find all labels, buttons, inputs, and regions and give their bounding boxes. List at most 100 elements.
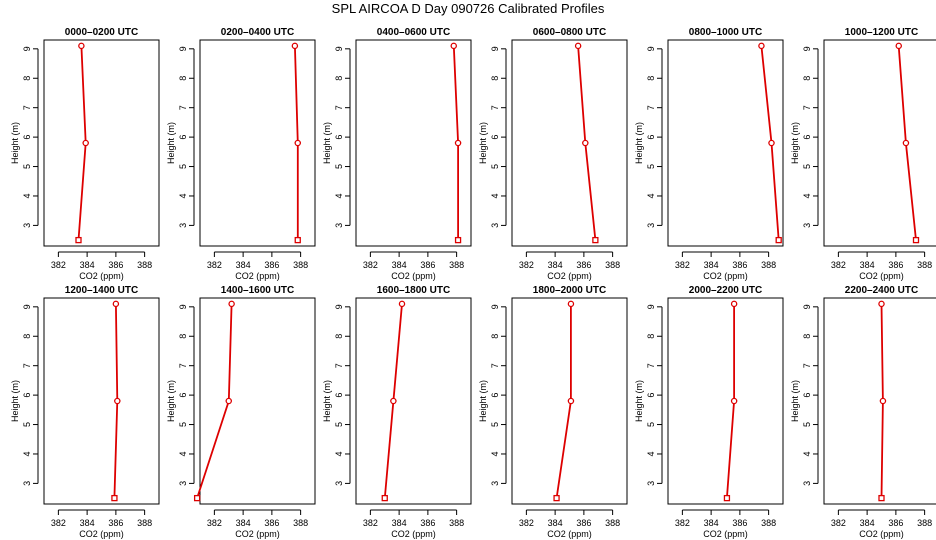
y-tick-label: 7: [646, 105, 656, 110]
y-axis: 3 4 5 6 7 8 9 Height (m): [790, 46, 819, 228]
y-tick-label: 9: [490, 46, 500, 51]
x-axis: 382 384 386 388 CO2 (ppm): [519, 251, 620, 281]
profile-point: [879, 397, 887, 405]
x-tick-label: 382: [51, 260, 66, 270]
x-tick-label: 386: [108, 260, 123, 270]
y-tick-label: 8: [490, 76, 500, 81]
y-tick-label: 7: [334, 363, 344, 368]
y-axis: 3 4 5 6 7 8 9 Height (m): [790, 304, 819, 486]
y-tick-label: 9: [334, 46, 344, 51]
y-tick-label: 4: [22, 193, 32, 198]
profile-point: [75, 236, 82, 244]
x-tick-label: 386: [576, 260, 591, 270]
panel-5: 0800–1000 UTC 382 384 386 388 CO2 (ppm) 3 4 5 6 7 8…: [634, 27, 784, 281]
panel-3: 0400–0600 UTC 382 384 386 388 CO2 (ppm) 3 4 5 6 7 8…: [322, 27, 472, 281]
profile-point: [878, 494, 885, 502]
x-axis-label: CO2 (ppm): [859, 529, 904, 539]
x-tick-label: 384: [548, 260, 563, 270]
x-tick-label: 382: [519, 518, 534, 528]
plot-frame: [199, 297, 316, 505]
y-tick-label: 9: [646, 304, 656, 309]
y-tick-label: 5: [22, 164, 32, 169]
y-tick-label: 8: [646, 76, 656, 81]
panel-title: 0400–0600 UTC: [377, 27, 450, 38]
y-tick-label: 4: [802, 193, 812, 198]
profile-point: [895, 42, 903, 50]
x-tick-label: 384: [704, 518, 719, 528]
y-tick-label: 3: [22, 223, 32, 228]
y-tick-label: 7: [178, 105, 188, 110]
y-tick-label: 6: [178, 393, 188, 398]
x-tick-label: 382: [519, 260, 534, 270]
x-tick-label: 382: [51, 518, 66, 528]
profile-point: [398, 300, 406, 308]
x-axis-label: CO2 (ppm): [547, 271, 592, 281]
x-tick-label: 388: [137, 260, 152, 270]
profile-point: [225, 397, 232, 405]
profile-point: [912, 236, 920, 244]
y-axis-label: Height (m): [322, 380, 332, 422]
profile-point: [878, 300, 885, 308]
x-axis: 382 384 386 388 CO2 (ppm): [207, 509, 308, 539]
y-axis-label: Height (m): [478, 122, 488, 164]
y-tick-label: 6: [22, 393, 32, 398]
profile-point: [902, 139, 910, 147]
profile-point: [730, 397, 738, 405]
profile-point: [291, 42, 299, 50]
profile-point: [294, 139, 301, 147]
y-axis: 3 4 5 6 7 8 9 Height (m): [478, 46, 507, 228]
y-tick-label: 7: [334, 105, 344, 110]
y-tick-label: 5: [22, 422, 32, 427]
x-tick-label: 384: [860, 260, 875, 270]
y-tick-label: 7: [490, 363, 500, 368]
y-tick-label: 5: [646, 164, 656, 169]
x-tick-label: 388: [449, 260, 464, 270]
y-tick-label: 7: [178, 363, 188, 368]
profile-point: [381, 494, 388, 502]
y-tick-label: 8: [646, 334, 656, 339]
y-tick-label: 9: [802, 46, 812, 51]
plot-frame: [823, 297, 936, 505]
y-tick-label: 4: [646, 193, 656, 198]
plot-frame: [43, 297, 160, 505]
x-axis: 382 384 386 388 CO2 (ppm): [51, 509, 152, 539]
y-tick-label: 7: [490, 105, 500, 110]
x-axis-label: CO2 (ppm): [79, 271, 124, 281]
panel-2: 0200–0400 UTC 382 384 386 388 CO2 (ppm) 3 4 5 6 7 8…: [166, 27, 316, 281]
profile-point: [193, 494, 201, 502]
y-axis-label: Height (m): [478, 380, 488, 422]
y-axis: 3 4 5 6 7 8 9 Height (m): [10, 304, 39, 486]
panel-7: 1200–1400 UTC 382 384 386 388 CO2 (ppm) 3 4 5 6 7 8…: [10, 285, 160, 539]
y-tick-label: 3: [490, 223, 500, 228]
y-tick-label: 9: [178, 46, 188, 51]
plot-frame: [43, 39, 160, 247]
panel-title: 0000–0200 UTC: [65, 27, 138, 38]
y-axis-label: Height (m): [322, 122, 332, 164]
panel-4: 0600–0800 UTC 382 384 386 388 CO2 (ppm) 3 4 5 6 7 8…: [478, 27, 628, 281]
x-tick-label: 388: [605, 518, 620, 528]
profile-point: [454, 139, 462, 147]
plot-frame: [199, 39, 316, 247]
y-tick-label: 3: [178, 481, 188, 486]
panel-title: 1800–2000 UTC: [533, 285, 606, 296]
y-axis: 3 4 5 6 7 8 9 Height (m): [166, 304, 195, 486]
y-tick-label: 4: [178, 193, 188, 198]
x-tick-label: 384: [80, 518, 95, 528]
y-axis: 3 4 5 6 7 8 9 Height (m): [166, 46, 195, 228]
y-tick-label: 8: [178, 76, 188, 81]
x-tick-label: 382: [675, 518, 690, 528]
x-axis-label: CO2 (ppm): [703, 271, 748, 281]
x-tick-label: 386: [732, 260, 747, 270]
profile-point: [390, 397, 397, 405]
y-axis-label: Height (m): [166, 380, 176, 422]
profile-point: [574, 42, 582, 50]
x-tick-label: 384: [236, 518, 251, 528]
y-tick-label: 3: [334, 481, 344, 486]
y-tick-label: 8: [22, 76, 32, 81]
panel-title: 1000–1200 UTC: [845, 27, 918, 38]
plot-frame: [511, 39, 628, 247]
y-axis-label: Height (m): [10, 380, 20, 422]
x-axis-label: CO2 (ppm): [235, 271, 280, 281]
y-tick-label: 3: [334, 223, 344, 228]
x-tick-label: 382: [675, 260, 690, 270]
